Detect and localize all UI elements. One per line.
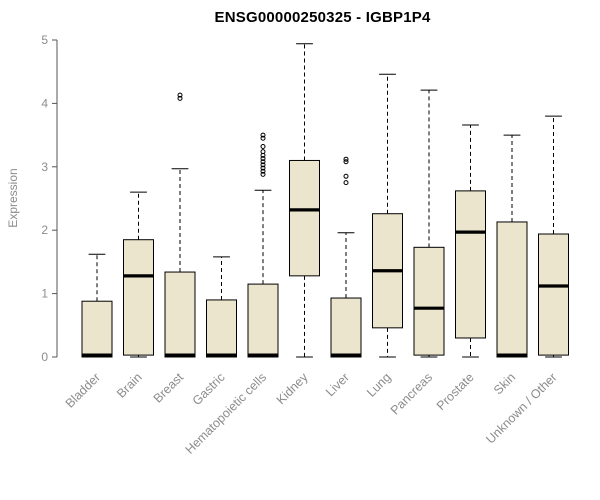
x-category-label-bladder: Bladder [63,370,103,410]
x-category-label-lung: Lung [364,370,394,400]
y-tick-label: 1 [41,287,48,301]
iqr-box [538,233,569,356]
x-category-label-liver: Liver [323,370,352,399]
x-category-label-gastric: Gastric [190,370,228,408]
chart-title: ENSG00000250325 - IGBP1P4 [214,9,431,26]
iqr-box [455,190,486,339]
y-tick-label: 5 [41,33,48,47]
outlier-point [343,180,349,186]
iqr-box [496,221,528,358]
box-group-hematopoietic-cells [247,132,279,358]
y-tick-label: 4 [41,96,48,110]
x-category-label-unknown-other: Unknown / Other [483,370,559,446]
x-category-label-pancreas: Pancreas [388,370,435,417]
iqr-box [123,239,154,356]
box-group-brain [123,191,154,358]
outlier-point [260,168,266,174]
x-category-label-hematopoietic-cells: Hematopoietic cells [183,370,270,457]
outlier-point [260,144,266,150]
iqr-box [206,299,237,358]
x-category-label-skin: Skin [491,370,518,397]
box-group-kidney [289,43,320,358]
x-category-label-kidney: Kidney [274,370,311,407]
outlier-point [260,171,266,177]
outlier-point [177,92,183,98]
x-category-label-prostate: Prostate [434,370,477,413]
box-group-bladder [81,253,113,358]
iqr-box [289,159,320,277]
outlier-point [260,165,266,171]
outlier-point [260,156,266,162]
iqr-box [413,246,445,356]
outlier-point [260,132,266,138]
iqr-box [81,300,113,358]
box-group-prostate [455,124,486,358]
outlier-point [260,159,266,165]
box-group-unknown-other [538,115,569,358]
box-group-skin [496,134,528,358]
y-tick-label: 2 [41,223,48,237]
box-group-pancreas [413,89,445,358]
outlier-point [260,162,266,168]
outlier-point [343,173,349,179]
outlier-point [260,135,266,141]
outlier-point [343,156,349,162]
outlier-point [343,159,349,165]
y-tick-label: 0 [41,350,48,364]
box-group-liver [330,156,362,358]
outlier-point [260,149,266,155]
box-group-breast [164,92,196,358]
iqr-box [247,283,279,358]
box-group-gastric [206,256,237,358]
y-tick-label: 3 [41,160,48,174]
outlier-point [177,95,183,101]
iqr-box [330,297,362,358]
x-category-label-breast: Breast [151,370,187,406]
iqr-box [164,271,196,358]
box-group-lung [372,73,403,358]
x-category-label-brain: Brain [114,370,145,401]
